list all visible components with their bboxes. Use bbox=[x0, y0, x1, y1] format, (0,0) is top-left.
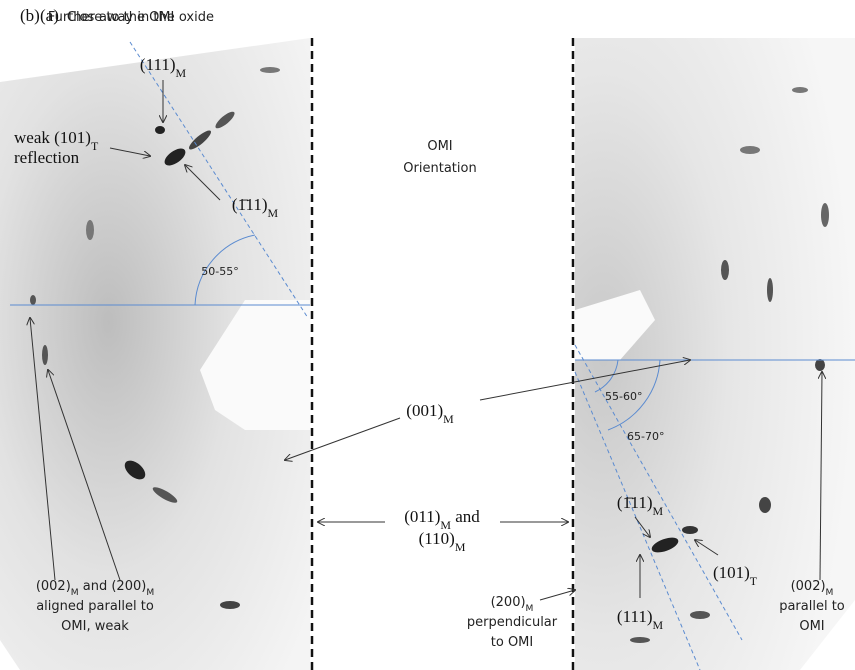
annotation-subscript: M bbox=[455, 540, 466, 554]
annotation-text: (101) bbox=[713, 563, 750, 582]
annotation-subscript: M bbox=[146, 588, 154, 598]
panel-letter: (b) bbox=[20, 6, 40, 25]
annotation-subscript: M bbox=[267, 206, 278, 220]
annotation-text: (001) bbox=[406, 401, 443, 420]
annotation: (001)M bbox=[406, 401, 454, 426]
annotation-text: (002) bbox=[36, 579, 71, 594]
annotation: to OMI bbox=[491, 635, 533, 650]
annotation-text: (1̄11) bbox=[232, 195, 268, 214]
annotation: OMI bbox=[427, 139, 452, 154]
annotation-subscript: M bbox=[526, 604, 534, 614]
annotation-text: OMI bbox=[799, 619, 824, 634]
annotation-subscript: M bbox=[71, 588, 79, 598]
annotation-text: (200) bbox=[491, 595, 526, 610]
annotation-subscript: M bbox=[443, 412, 454, 426]
annotation-text: (002) bbox=[791, 579, 826, 594]
annotation-text: (111) bbox=[617, 607, 653, 626]
annotation-text: (1̄11) bbox=[617, 493, 653, 512]
annotation-text: and bbox=[451, 507, 480, 526]
annotation: OMI bbox=[799, 619, 824, 634]
annotation: (200)M bbox=[491, 595, 534, 614]
annotation-text: parallel to bbox=[779, 599, 845, 614]
annotation-text: weak (101) bbox=[14, 128, 91, 147]
annotation-subscript: T bbox=[750, 574, 758, 588]
annotation: 55-60° bbox=[605, 390, 642, 403]
annotation: aligned parallel to bbox=[36, 599, 154, 614]
figure: (a)Close to the OMI(b)Further away in th… bbox=[0, 0, 855, 670]
panel-title: Further away in the oxide bbox=[48, 10, 214, 25]
annotation-text: and (200) bbox=[79, 579, 147, 594]
annotation-subscript: M bbox=[652, 618, 663, 632]
annotation-subscript: T bbox=[91, 139, 99, 153]
annotation: 50-55° bbox=[201, 265, 238, 278]
annotation-text: to OMI bbox=[491, 635, 533, 650]
annotation: parallel to bbox=[779, 599, 845, 614]
annotation: (110)M bbox=[419, 529, 466, 554]
annotation-text: (110) bbox=[419, 529, 455, 548]
annotation-subscript: M bbox=[175, 66, 186, 80]
annotation-text: OMI, weak bbox=[61, 619, 129, 634]
annotation-text: 55-60° bbox=[605, 390, 642, 403]
annotation-text: (111) bbox=[140, 55, 176, 74]
annotation: perpendicular bbox=[467, 615, 558, 630]
annotation-text: OMI bbox=[427, 139, 452, 154]
annotation: 65-70° bbox=[627, 430, 664, 443]
annotation-text: 50-55° bbox=[201, 265, 238, 278]
annotation-subscript: M bbox=[652, 504, 663, 518]
annotation-text: Orientation bbox=[403, 161, 476, 176]
annotation-text: aligned parallel to bbox=[36, 599, 154, 614]
annotation-text: 65-70° bbox=[627, 430, 664, 443]
annotation-subscript: M bbox=[826, 588, 834, 598]
annotation: reflection bbox=[14, 148, 80, 167]
annotation-text: reflection bbox=[14, 148, 80, 167]
annotation: Orientation bbox=[403, 161, 476, 176]
annotation-text: (011) bbox=[404, 507, 440, 526]
annotation-text: perpendicular bbox=[467, 615, 558, 630]
annotation: OMI, weak bbox=[61, 619, 129, 634]
